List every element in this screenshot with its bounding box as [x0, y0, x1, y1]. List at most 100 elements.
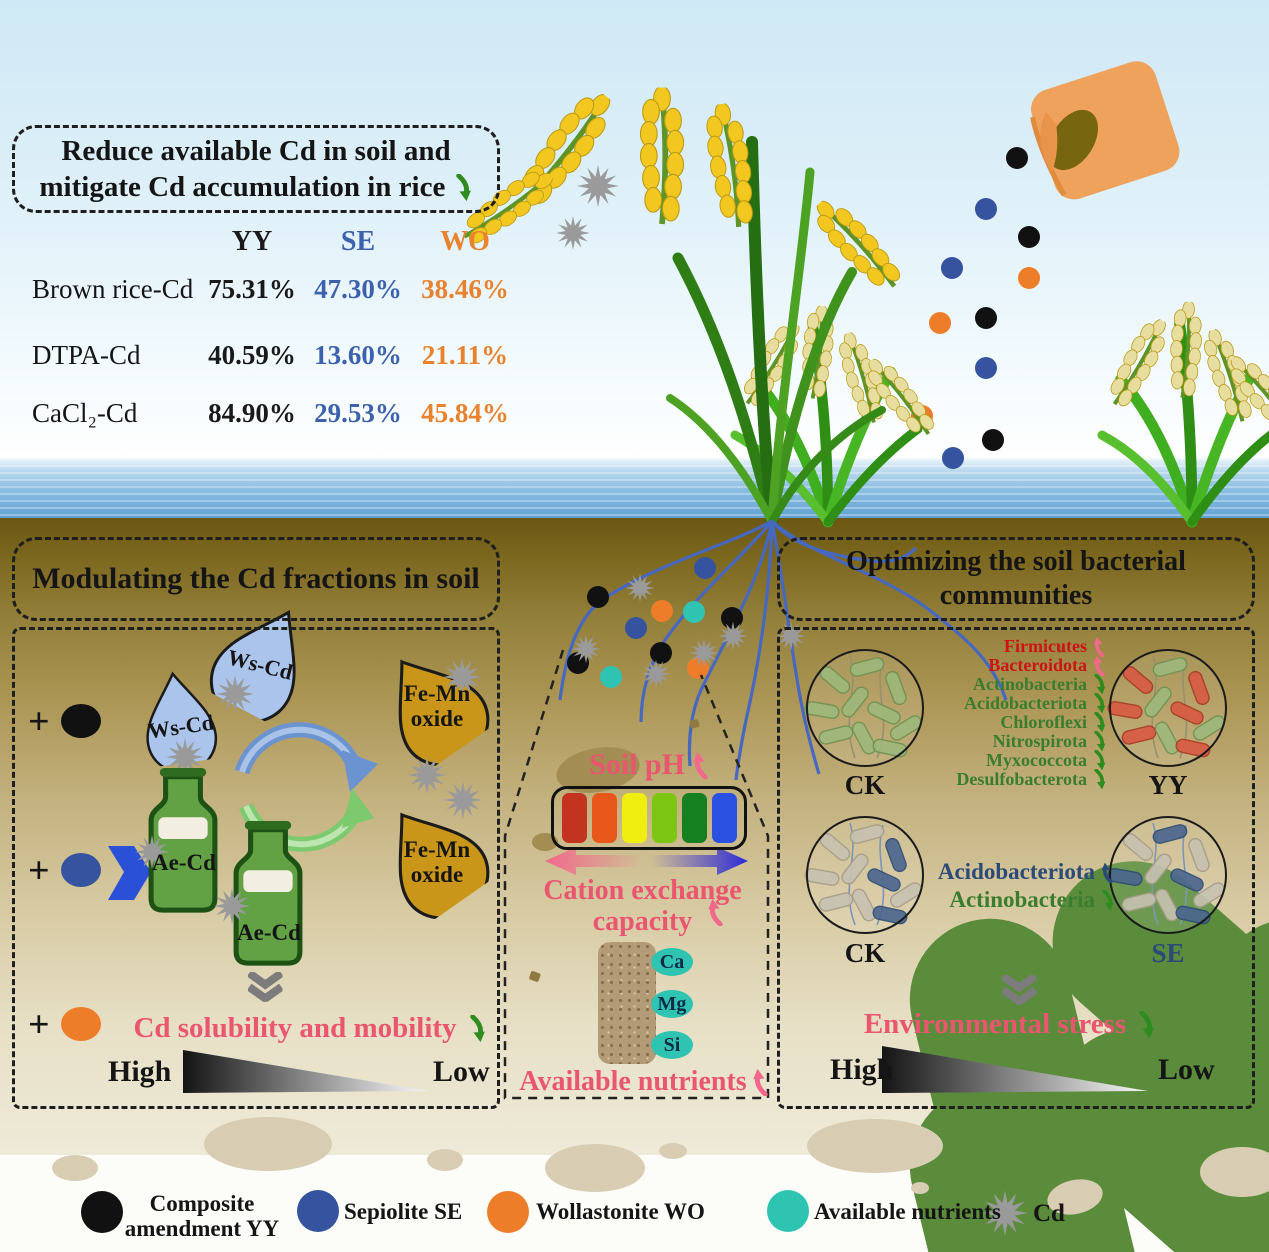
- down-arrow-icon: [453, 174, 473, 202]
- down-arrow-icon: [1092, 750, 1107, 771]
- up-arrow-icon: [751, 1068, 771, 1096]
- taxon-name: Actinobacteria: [949, 887, 1095, 912]
- taxon-name: Firmicutes: [1004, 636, 1087, 656]
- soil-ph-row: Soil pH: [555, 748, 745, 782]
- taxa-row: Bacteroidota: [893, 655, 1107, 676]
- taxon-name: Desulfobacterota: [956, 769, 1087, 789]
- headline-text: Reduce available Cd in soil and mitigate…: [39, 134, 451, 203]
- down-arrow-icon: [467, 1015, 487, 1043]
- table-cell: 75.31%: [208, 274, 296, 304]
- table-cell: 29.53%: [314, 398, 402, 428]
- ae-cd-label: Ae-Cd: [237, 920, 301, 945]
- cd-solubility-text: Cd solubility and mobility: [133, 1012, 457, 1044]
- nutrient-badge-ca: Ca: [651, 948, 693, 976]
- ae-cd-label: Ae-Cd: [152, 850, 216, 875]
- nutrient-badge-si: Si: [651, 1031, 693, 1059]
- taxa-list-comparison2: Acidobacteriota Actinobacteria: [893, 858, 1115, 914]
- soil-column: [598, 942, 656, 1064]
- femn-oxide-label: Fe-Mn oxide: [403, 681, 471, 731]
- ph-segment: [711, 793, 737, 843]
- taxa-row: Actinobacteria: [893, 674, 1107, 695]
- legend-dot-sepiolite: [297, 1190, 339, 1232]
- table-row-label: Brown rice-Cd: [32, 274, 194, 304]
- left-scale-low: Low: [433, 1055, 490, 1088]
- up-arrow-icon: [691, 751, 711, 779]
- soil-ph-text: Soil pH: [589, 748, 685, 781]
- left-panel-title-box: Modulating the Cd fractions in soil: [12, 537, 500, 621]
- taxa-row: Chloroflexi: [893, 712, 1107, 732]
- taxa-list-comparison1: Firmicutes Bacteroidota Actinobacteria A…: [893, 636, 1107, 790]
- right-panel-title: Optimizing the soil bacterial communitie…: [846, 546, 1186, 611]
- left-panel-box: [12, 627, 500, 1109]
- up-arrow-icon: [1092, 655, 1107, 676]
- circle-label-ck1: CK: [844, 770, 886, 800]
- table-cell: 21.11%: [421, 340, 509, 370]
- femn-oxide-label: Fe-Mn oxide: [403, 837, 471, 887]
- headline-text-wrap: Reduce available Cd in soil and mitigate…: [29, 133, 483, 206]
- left-scale-high: High: [108, 1055, 172, 1088]
- legend-dot-composite: [81, 1191, 123, 1233]
- legend-dot-nutrients: [767, 1190, 809, 1232]
- table-col-se: SE: [340, 226, 376, 257]
- down-arrow-icon: [1092, 769, 1107, 790]
- right-scale-low: Low: [1158, 1053, 1215, 1086]
- table-cell: 84.90%: [208, 398, 296, 428]
- taxa-row: Acidobacteriota: [893, 693, 1107, 714]
- down-arrow-icon: [1092, 674, 1107, 695]
- circle-label-se: SE: [1151, 938, 1185, 968]
- taxa-row: Firmicutes: [893, 636, 1107, 656]
- table-row-label: DTPA-Cd: [32, 340, 141, 370]
- table-cell: 45.84%: [421, 398, 509, 428]
- taxa-row: Myxococcota: [893, 750, 1107, 771]
- down-arrow-icon: [1092, 693, 1107, 714]
- ph-color-bar: [551, 786, 747, 850]
- ph-segment: [651, 793, 677, 843]
- legend-label-sepiolite: Sepiolite SE: [344, 1199, 463, 1224]
- down-arrow-icon: [1136, 1011, 1156, 1039]
- taxon-name: Nitrospirota: [992, 731, 1087, 751]
- taxon-name: Myxococcota: [986, 750, 1087, 770]
- taxon-name: Actinobacteria: [973, 674, 1087, 694]
- table-cell: 40.59%: [208, 340, 296, 370]
- right-panel-box: [777, 627, 1255, 1109]
- taxon-name: Acidobacteriota: [964, 693, 1087, 713]
- cation-exchange-text: Cation exchange capacity: [543, 875, 742, 937]
- ph-segment: [561, 793, 587, 843]
- available-nutrients-row: Available nutrients: [515, 1066, 775, 1098]
- right-scale-high: High: [830, 1053, 894, 1086]
- left-panel-title: Modulating the Cd fractions in soil: [32, 562, 480, 595]
- taxa-row: Nitrospirota: [893, 731, 1107, 752]
- legend-label-cd: Cd: [1033, 1200, 1065, 1227]
- circle-label-yy: YY: [1148, 770, 1188, 800]
- up-arrow-icon: [1100, 862, 1115, 883]
- plus-sign: +: [28, 701, 50, 743]
- down-arrow-icon: [1092, 731, 1107, 752]
- ph-segment: [621, 793, 647, 843]
- headline-box: Reduce available Cd in soil and mitigate…: [12, 125, 500, 213]
- circle-label-ck2: CK: [844, 938, 886, 968]
- left-summary-row: Cd solubility and mobility: [120, 1012, 500, 1045]
- legend-label-wollastonite: Wollastonite WO: [536, 1199, 705, 1224]
- right-summary-row: Environmental stress: [830, 1008, 1190, 1041]
- table-col-yy: YY: [231, 226, 273, 257]
- legend-dot-wollastonite: [487, 1191, 529, 1233]
- right-panel-title-box: Optimizing the soil bacterial communitie…: [777, 537, 1255, 621]
- taxa-row: Actinobacteria: [893, 886, 1115, 914]
- legend-label-composite: Composite amendment YY: [124, 1191, 280, 1241]
- ph-segment: [681, 793, 707, 843]
- plus-sign: +: [28, 1004, 50, 1046]
- taxon-name: Acidobacteriota: [937, 859, 1095, 884]
- taxa-row: Desulfobacterota: [893, 769, 1107, 790]
- nutrient-badge-mg: Mg: [651, 990, 693, 1018]
- table-col-wo: WO: [440, 226, 490, 257]
- up-arrow-icon: [706, 898, 726, 926]
- table-cell: 38.46%: [421, 274, 509, 304]
- taxon-name: Chloroflexi: [1000, 712, 1087, 732]
- down-arrow-icon: [1100, 890, 1115, 911]
- table-cell: 13.60%: [314, 340, 402, 370]
- taxon-name: Bacteroidota: [988, 655, 1087, 675]
- taxa-row: Acidobacteriota: [893, 858, 1115, 886]
- table-row-label: CaCl₂-Cd: [32, 398, 138, 428]
- environmental-stress-text: Environmental stress: [863, 1008, 1127, 1040]
